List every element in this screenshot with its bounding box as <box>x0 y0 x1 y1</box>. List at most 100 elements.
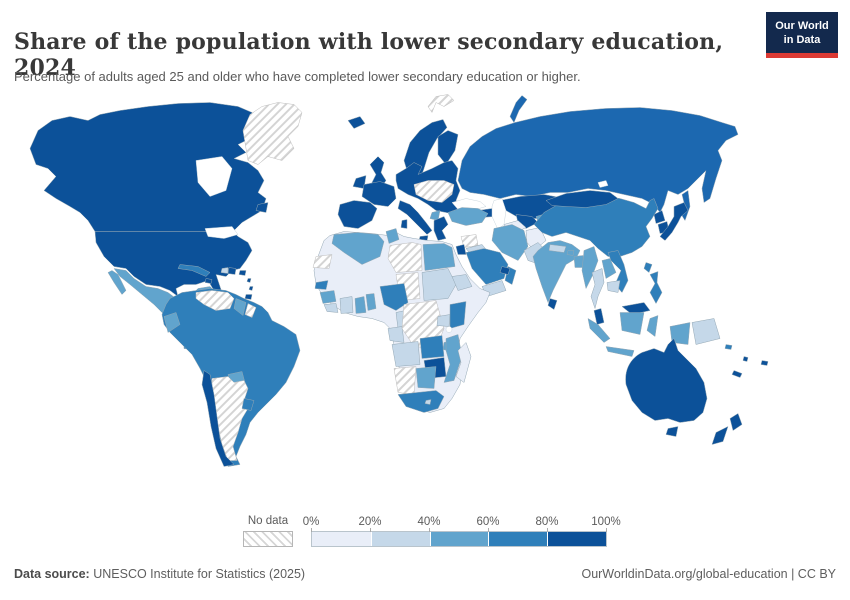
country-uruguay[interactable] <box>241 398 255 411</box>
credit-link[interactable]: OurWorldinData.org/global-education | CC… <box>581 567 836 581</box>
country-libya[interactable] <box>387 242 423 273</box>
country-dominican-republic[interactable] <box>227 267 237 275</box>
country-madagascar[interactable] <box>455 342 472 383</box>
country-solomon-islands[interactable] <box>724 344 733 350</box>
country-egypt[interactable] <box>422 243 456 271</box>
country-eritrea-djibouti[interactable] <box>451 274 473 291</box>
country-vanuatu[interactable] <box>742 356 749 362</box>
country-mongolia[interactable] <box>545 190 619 208</box>
country-guinea[interactable] <box>319 290 337 304</box>
no-data-swatch[interactable] <box>243 531 293 547</box>
country-nepal[interactable] <box>548 244 567 253</box>
country-gabon-congo[interactable] <box>387 326 405 343</box>
page-title: Share of the population with lower secon… <box>14 28 724 81</box>
country-saudi-arabia[interactable] <box>465 248 509 285</box>
country-puerto-rico[interactable] <box>238 270 247 276</box>
country-lesotho[interactable] <box>424 399 432 405</box>
country-mozambique[interactable] <box>443 334 463 383</box>
country-philippines[interactable] <box>649 271 663 304</box>
region-lesser-antilles[interactable] <box>246 278 254 291</box>
country-jamaica[interactable] <box>204 278 213 284</box>
country-iran[interactable] <box>491 224 529 261</box>
country-haiti[interactable] <box>220 267 229 274</box>
country-newfoundland[interactable] <box>255 202 269 213</box>
country-spain-portugal[interactable] <box>337 200 378 229</box>
country-sudan[interactable] <box>421 268 457 301</box>
region-novaya-zemlya[interactable] <box>509 95 528 123</box>
region-tasmania[interactable] <box>665 426 679 437</box>
region-malaysia-borneo[interactable] <box>621 302 651 315</box>
country-vietnam[interactable] <box>607 250 629 293</box>
country-western-sahara[interactable] <box>312 254 333 269</box>
country-angola[interactable] <box>391 341 421 367</box>
region-java[interactable] <box>605 346 635 357</box>
country-turkey[interactable] <box>447 207 489 226</box>
country-kenya[interactable] <box>449 301 467 329</box>
country-laos[interactable] <box>601 258 617 279</box>
data-source-text[interactable]: UNESCO Institute for Statistics (2025) <box>93 567 306 581</box>
legend-bin-20-40[interactable] <box>370 532 430 546</box>
world-choropleth-map <box>29 94 769 467</box>
country-fiji[interactable] <box>760 360 769 366</box>
country-thailand[interactable] <box>590 268 605 309</box>
region-sumatra[interactable] <box>587 318 611 343</box>
lake-baikal <box>597 180 609 188</box>
country-new-caledonia[interactable] <box>731 370 743 378</box>
country-suriname[interactable] <box>244 303 257 318</box>
country-north-korea[interactable] <box>653 210 666 224</box>
country-sri-lanka[interactable] <box>547 298 558 310</box>
country-ecuador[interactable] <box>163 312 181 333</box>
country-svalbard[interactable] <box>427 94 455 113</box>
country-myanmar[interactable] <box>581 246 599 289</box>
region-sulawesi[interactable] <box>646 315 659 337</box>
country-uganda[interactable] <box>436 314 451 327</box>
country-venezuela[interactable] <box>195 290 235 311</box>
region-kalimantan[interactable] <box>619 312 645 335</box>
country-senegal[interactable] <box>314 280 329 290</box>
country-uae-qatar[interactable] <box>499 266 511 275</box>
country-chile[interactable] <box>201 370 235 467</box>
country-japan[interactable] <box>659 202 689 241</box>
country-greenland[interactable] <box>242 102 303 165</box>
country-sierra-leone-liberia[interactable] <box>323 303 339 313</box>
country-iceland[interactable] <box>347 116 366 129</box>
region-sardinia[interactable] <box>400 219 408 229</box>
country-ghana[interactable] <box>354 296 367 314</box>
country-cote-divoire[interactable] <box>339 296 354 314</box>
legend-bin-40-60[interactable] <box>429 532 489 546</box>
country-papua-new-guinea[interactable] <box>691 318 721 345</box>
country-algeria[interactable] <box>331 232 385 265</box>
owid-logo[interactable]: Our World in Data <box>766 12 838 58</box>
country-france[interactable] <box>361 181 397 207</box>
legend-bin-0-20[interactable] <box>312 532 371 546</box>
country-bhutan[interactable] <box>566 250 575 256</box>
country-taiwan[interactable] <box>643 262 653 273</box>
country-italy[interactable] <box>397 200 433 235</box>
country-finland[interactable] <box>437 130 459 165</box>
region-baja-california[interactable] <box>107 270 127 295</box>
country-cuba[interactable] <box>177 264 211 277</box>
country-ukraine[interactable] <box>413 180 455 203</box>
legend-bin-60-80[interactable] <box>488 532 548 546</box>
region-west-papua[interactable] <box>669 322 691 345</box>
country-botswana[interactable] <box>415 366 437 389</box>
country-australia[interactable] <box>625 338 708 423</box>
country-israel-jordan[interactable] <box>455 244 467 255</box>
region-malaysia-peninsula[interactable] <box>593 308 605 325</box>
country-new-zealand[interactable] <box>711 413 743 445</box>
country-namibia[interactable] <box>393 366 417 395</box>
legend-bin-80-100[interactable] <box>547 532 606 546</box>
country-nigeria[interactable] <box>379 283 409 311</box>
country-russia[interactable] <box>457 107 739 213</box>
footer: Data source: UNESCO Institute for Statis… <box>14 567 836 581</box>
country-tunisia[interactable] <box>385 228 400 244</box>
country-south-africa[interactable] <box>397 390 445 413</box>
country-india[interactable] <box>532 240 581 303</box>
country-canada[interactable] <box>29 102 267 232</box>
country-trinidad-and-tobago[interactable] <box>244 294 253 300</box>
country-zambia[interactable] <box>419 335 445 359</box>
country-cambodia[interactable] <box>606 280 621 293</box>
country-greece[interactable] <box>433 216 449 241</box>
country-togo-benin[interactable] <box>365 293 377 311</box>
country-guyana[interactable] <box>233 298 247 316</box>
